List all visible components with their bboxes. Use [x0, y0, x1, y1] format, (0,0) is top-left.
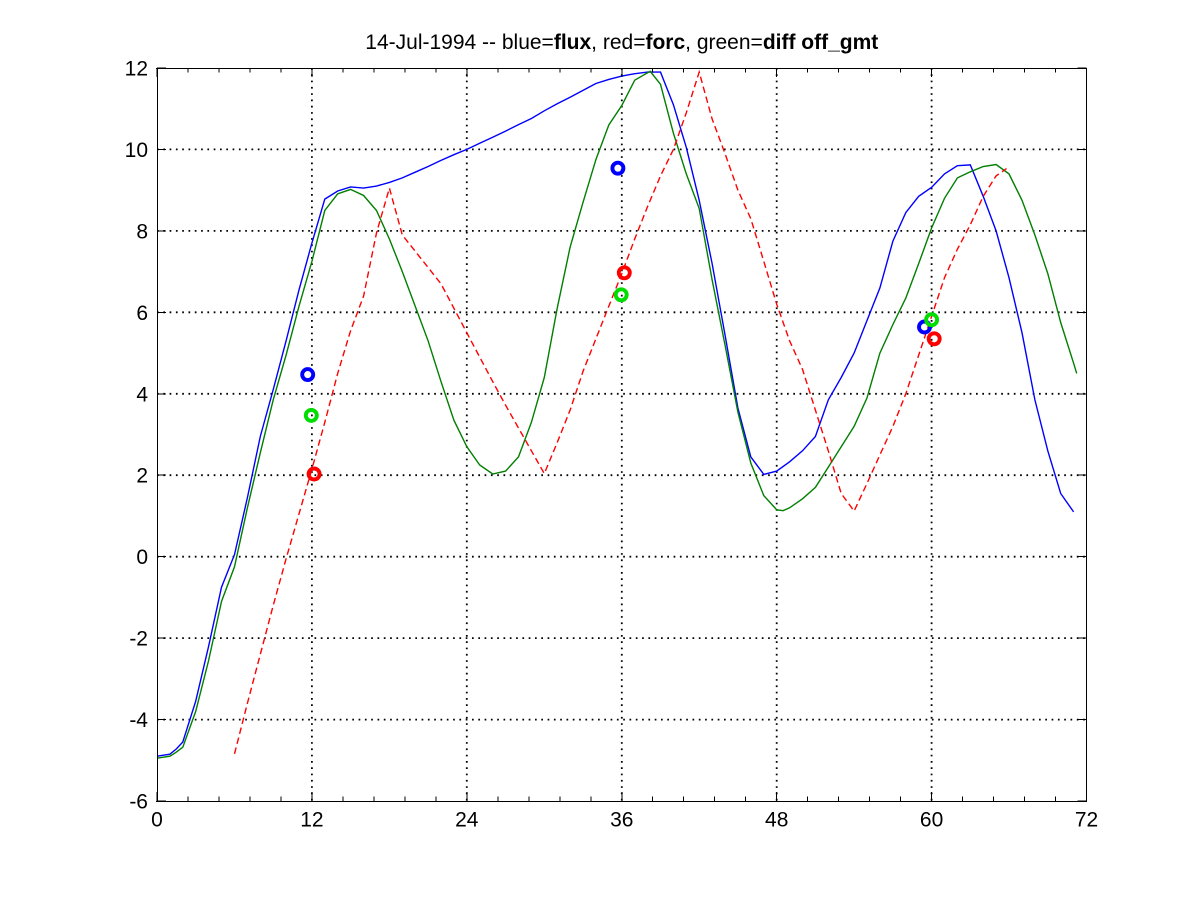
svg-text:10: 10	[125, 139, 148, 162]
svg-text:36: 36	[610, 809, 633, 832]
svg-text:-4: -4	[129, 709, 148, 732]
svg-text:24: 24	[455, 809, 479, 832]
svg-text:6: 6	[136, 302, 148, 325]
svg-text:0: 0	[136, 546, 148, 569]
svg-text:14-Jul-1994 -- blue=flux, red=: 14-Jul-1994 -- blue=flux, red=forc, gree…	[365, 31, 878, 54]
svg-text:2: 2	[136, 465, 148, 488]
svg-text:12: 12	[300, 809, 323, 832]
svg-text:60: 60	[920, 809, 943, 832]
svg-text:8: 8	[136, 220, 148, 243]
svg-text:72: 72	[1075, 809, 1098, 832]
svg-text:-6: -6	[129, 791, 148, 814]
svg-text:0: 0	[151, 809, 163, 832]
svg-text:4: 4	[136, 383, 148, 406]
svg-text:12: 12	[125, 58, 148, 81]
svg-text:48: 48	[765, 809, 788, 832]
svg-text:-2: -2	[129, 628, 148, 651]
